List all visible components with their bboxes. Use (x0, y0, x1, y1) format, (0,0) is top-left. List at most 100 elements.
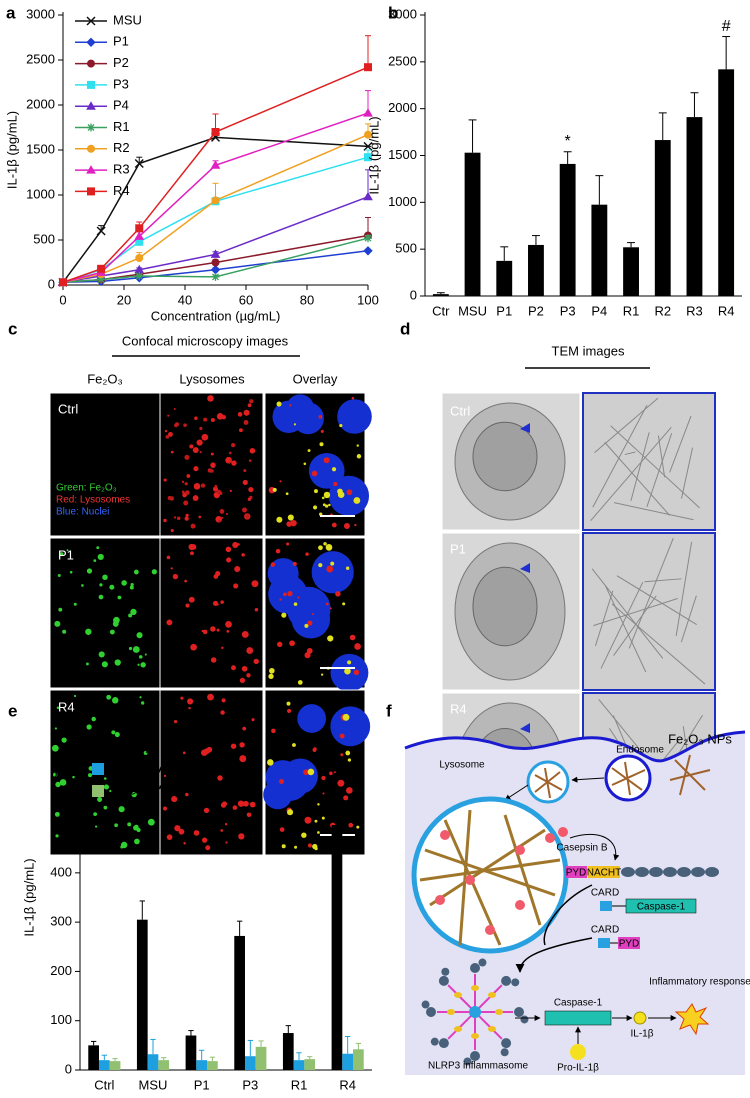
signal (307, 620, 313, 626)
signal (348, 822, 354, 828)
marker (363, 246, 373, 256)
texture (594, 590, 614, 646)
y-tick-label: 3000 (388, 6, 417, 21)
x-tick-label: P2 (528, 303, 544, 318)
marker (364, 234, 372, 243)
signal (210, 469, 214, 473)
signal (109, 584, 115, 590)
spoke (447, 1011, 476, 1040)
signal (251, 580, 259, 588)
signal (281, 612, 287, 618)
signal (180, 696, 184, 700)
signal (323, 542, 327, 546)
signal (286, 708, 292, 714)
signal (200, 749, 208, 756)
texture (616, 575, 697, 626)
marker (363, 108, 373, 117)
signal (225, 456, 232, 464)
texture (593, 597, 678, 627)
label: PYD (566, 868, 587, 879)
signal (183, 842, 186, 845)
signal (279, 598, 282, 601)
signal (210, 626, 216, 632)
row-label: P1 (450, 541, 466, 556)
signal (184, 482, 188, 486)
signal (55, 781, 61, 788)
signal (320, 429, 324, 433)
marker (135, 224, 144, 233)
signal (221, 698, 226, 703)
signal (241, 630, 249, 638)
signal (54, 727, 57, 730)
legend-marker (87, 80, 95, 89)
signal (218, 519, 221, 523)
signal (325, 544, 333, 551)
marker (364, 153, 372, 162)
signal (217, 775, 223, 781)
signal (117, 595, 122, 600)
signal (210, 418, 215, 423)
signal (347, 758, 352, 762)
micrographs (49, 392, 372, 856)
signal (351, 396, 355, 400)
panel-label: e (8, 701, 17, 720)
signal (237, 800, 245, 807)
signal (199, 451, 202, 454)
y-tick-label: 600 (50, 766, 72, 781)
marker (364, 63, 372, 72)
pyd-domain (618, 937, 640, 949)
signal (224, 823, 228, 826)
signal (253, 658, 259, 665)
column-header: Lysosomes (179, 371, 245, 386)
signal (203, 417, 208, 422)
signal (345, 750, 351, 756)
signal (201, 837, 208, 843)
signal (321, 775, 326, 781)
x-tick-label: 60 (239, 292, 253, 307)
signal (174, 825, 181, 832)
y-tick-label: 300 (50, 914, 72, 929)
label: Lysosome (439, 760, 485, 771)
signal (199, 426, 203, 431)
marker (211, 196, 220, 205)
texture (613, 502, 694, 521)
marker (134, 158, 144, 169)
y-tick-label: 3000 (26, 6, 55, 21)
bar (342, 1053, 354, 1070)
signal (285, 492, 289, 496)
signal (349, 634, 356, 641)
nucleus (330, 706, 371, 747)
nucleus (337, 399, 372, 434)
signal (239, 742, 245, 748)
signal (234, 565, 241, 573)
signal (325, 504, 329, 508)
y-tick-label: 100 (50, 1012, 72, 1027)
signal (185, 603, 190, 608)
y-tick-label: 0 (65, 1061, 72, 1076)
bar (623, 247, 639, 296)
signal (329, 771, 333, 776)
signal (286, 542, 290, 546)
signal (86, 568, 93, 574)
annotation: * (565, 133, 571, 150)
arrow (504, 784, 529, 801)
lrr (520, 1015, 529, 1024)
signal (215, 570, 221, 577)
signal (287, 809, 294, 816)
texture (600, 582, 644, 669)
signal (210, 657, 217, 663)
x-axis-label: Concentration (µg/mL) (151, 308, 281, 323)
x-tick-label: Ctr (432, 303, 450, 318)
signal (333, 481, 338, 487)
signal (93, 812, 98, 817)
signal (275, 548, 281, 554)
signal (190, 551, 194, 556)
signal (190, 643, 197, 651)
signal (251, 718, 255, 722)
legend-label: P2 (113, 55, 129, 70)
response-star (674, 1003, 710, 1036)
signal (307, 768, 315, 776)
caspase-active (544, 1010, 612, 1026)
signal (192, 495, 199, 501)
signal (178, 828, 185, 835)
